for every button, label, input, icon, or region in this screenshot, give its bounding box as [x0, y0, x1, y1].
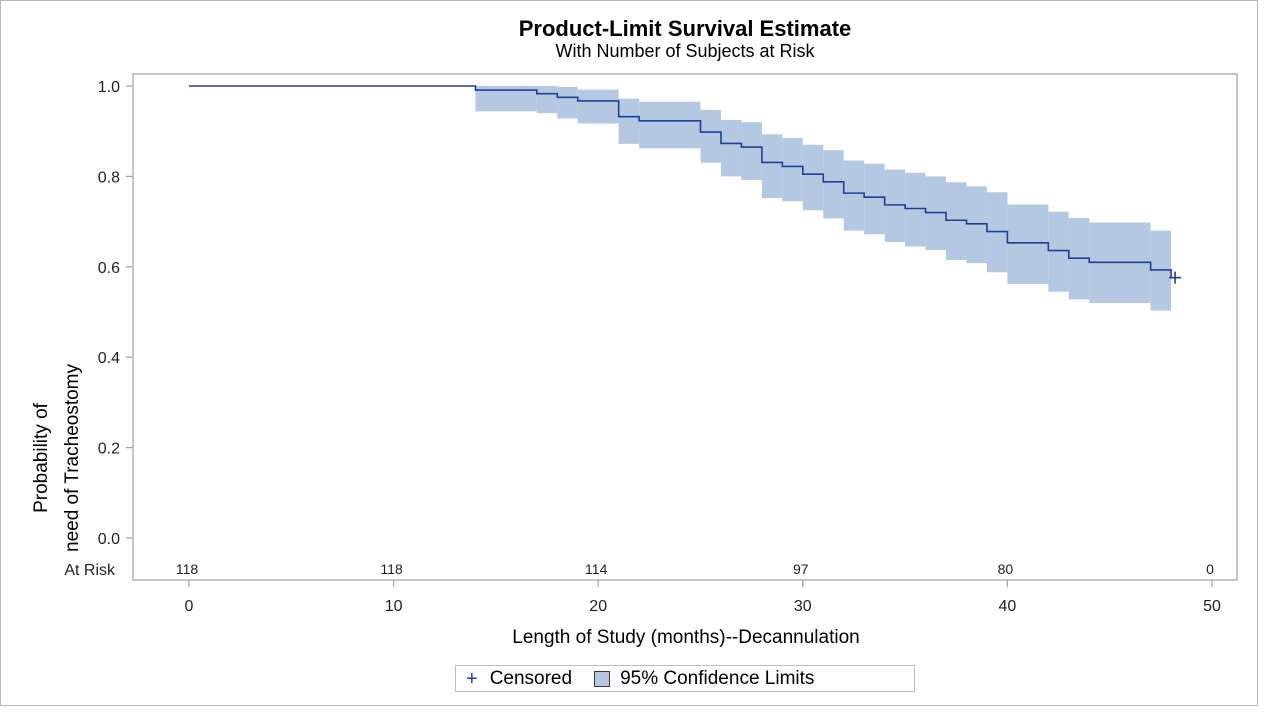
plot-area-border — [132, 73, 1238, 581]
confidence-band-step — [843, 160, 865, 231]
y-tick-label: 0.2 — [98, 441, 120, 458]
confidence-band-step — [905, 172, 926, 247]
y-axis-title: Probability of need of Tracheostomy — [31, 364, 83, 552]
confidence-band-step — [823, 150, 844, 219]
confidence-band-swatch-icon — [594, 670, 611, 687]
confidence-band-step — [1048, 211, 1069, 292]
confidence-band-step — [577, 89, 619, 124]
x-tick-label: 30 — [794, 598, 812, 615]
chart-subtitle: With Number of Subjects at Risk — [555, 41, 815, 61]
confidence-band-step — [557, 86, 578, 119]
y-tick-label: 0.0 — [98, 531, 120, 548]
confidence-band-step — [618, 98, 640, 144]
y-tick-label: 0.4 — [98, 350, 120, 367]
chart-title: Product-Limit Survival Estimate — [518, 16, 852, 41]
at-risk-label: At Risk — [64, 562, 116, 579]
survival-step-line — [189, 85, 1178, 279]
x-tick-label: 10 — [385, 598, 403, 615]
legend: + Censored 95% Confidence Limits — [455, 665, 915, 692]
confidence-band-step — [536, 86, 558, 114]
confidence-band-step — [761, 134, 783, 199]
confidence-band-step — [782, 137, 803, 202]
censored-marker-icon: + — [466, 667, 478, 690]
confidence-band-step — [966, 186, 987, 264]
x-tick-label: 20 — [589, 598, 607, 615]
at-risk-count: 114 — [585, 561, 608, 577]
chart-frame — [0, 0, 1258, 706]
y-tick-label: 1.0 — [98, 79, 120, 96]
confidence-band-step — [946, 182, 967, 261]
y-axis-title-line: Probability of — [31, 402, 52, 513]
y-axis-title-line: need of Tracheostomy — [62, 364, 83, 552]
y-tick-label: 0.6 — [98, 260, 120, 277]
survival-chart: 0.0 0.2 0.4 0.6 0.8 1.0 0 10 20 30 40 50 118 118 114 97… — [31, 73, 1238, 648]
legend-ci-label: 95% Confidence Limits — [620, 667, 815, 689]
x-tick-label: 0 — [185, 598, 194, 615]
axes-layer: 0.0 0.2 0.4 0.6 0.8 1.0 0 10 20 30 40 50 118 118 114 97… — [98, 73, 1238, 615]
x-axis-title: Length of Study (months)--Decannulation — [512, 627, 859, 648]
at-risk-count: 97 — [793, 561, 809, 577]
confidence-band-step — [700, 109, 721, 163]
x-tick-label: 50 — [1203, 598, 1221, 615]
at-risk-count: 118 — [380, 561, 403, 577]
at-risk-count: 80 — [998, 561, 1014, 577]
confidence-band-layer — [475, 86, 1172, 311]
at-risk-count: 118 — [176, 561, 199, 577]
confidence-band-step — [720, 119, 742, 177]
confidence-band-step — [802, 144, 824, 211]
confidence-band-step — [1007, 204, 1049, 284]
legend-censored-label: Censored — [489, 667, 573, 689]
at-risk-count: 0 — [1206, 561, 1214, 577]
survival-line-layer — [189, 85, 1182, 284]
y-tick-label: 0.8 — [98, 169, 120, 186]
confidence-band-step — [884, 169, 906, 242]
x-tick-label: 40 — [999, 598, 1017, 615]
confidence-band-step — [864, 163, 885, 235]
confidence-band-step — [639, 101, 701, 149]
confidence-band-step — [741, 122, 762, 181]
censored-marker — [1169, 271, 1182, 284]
